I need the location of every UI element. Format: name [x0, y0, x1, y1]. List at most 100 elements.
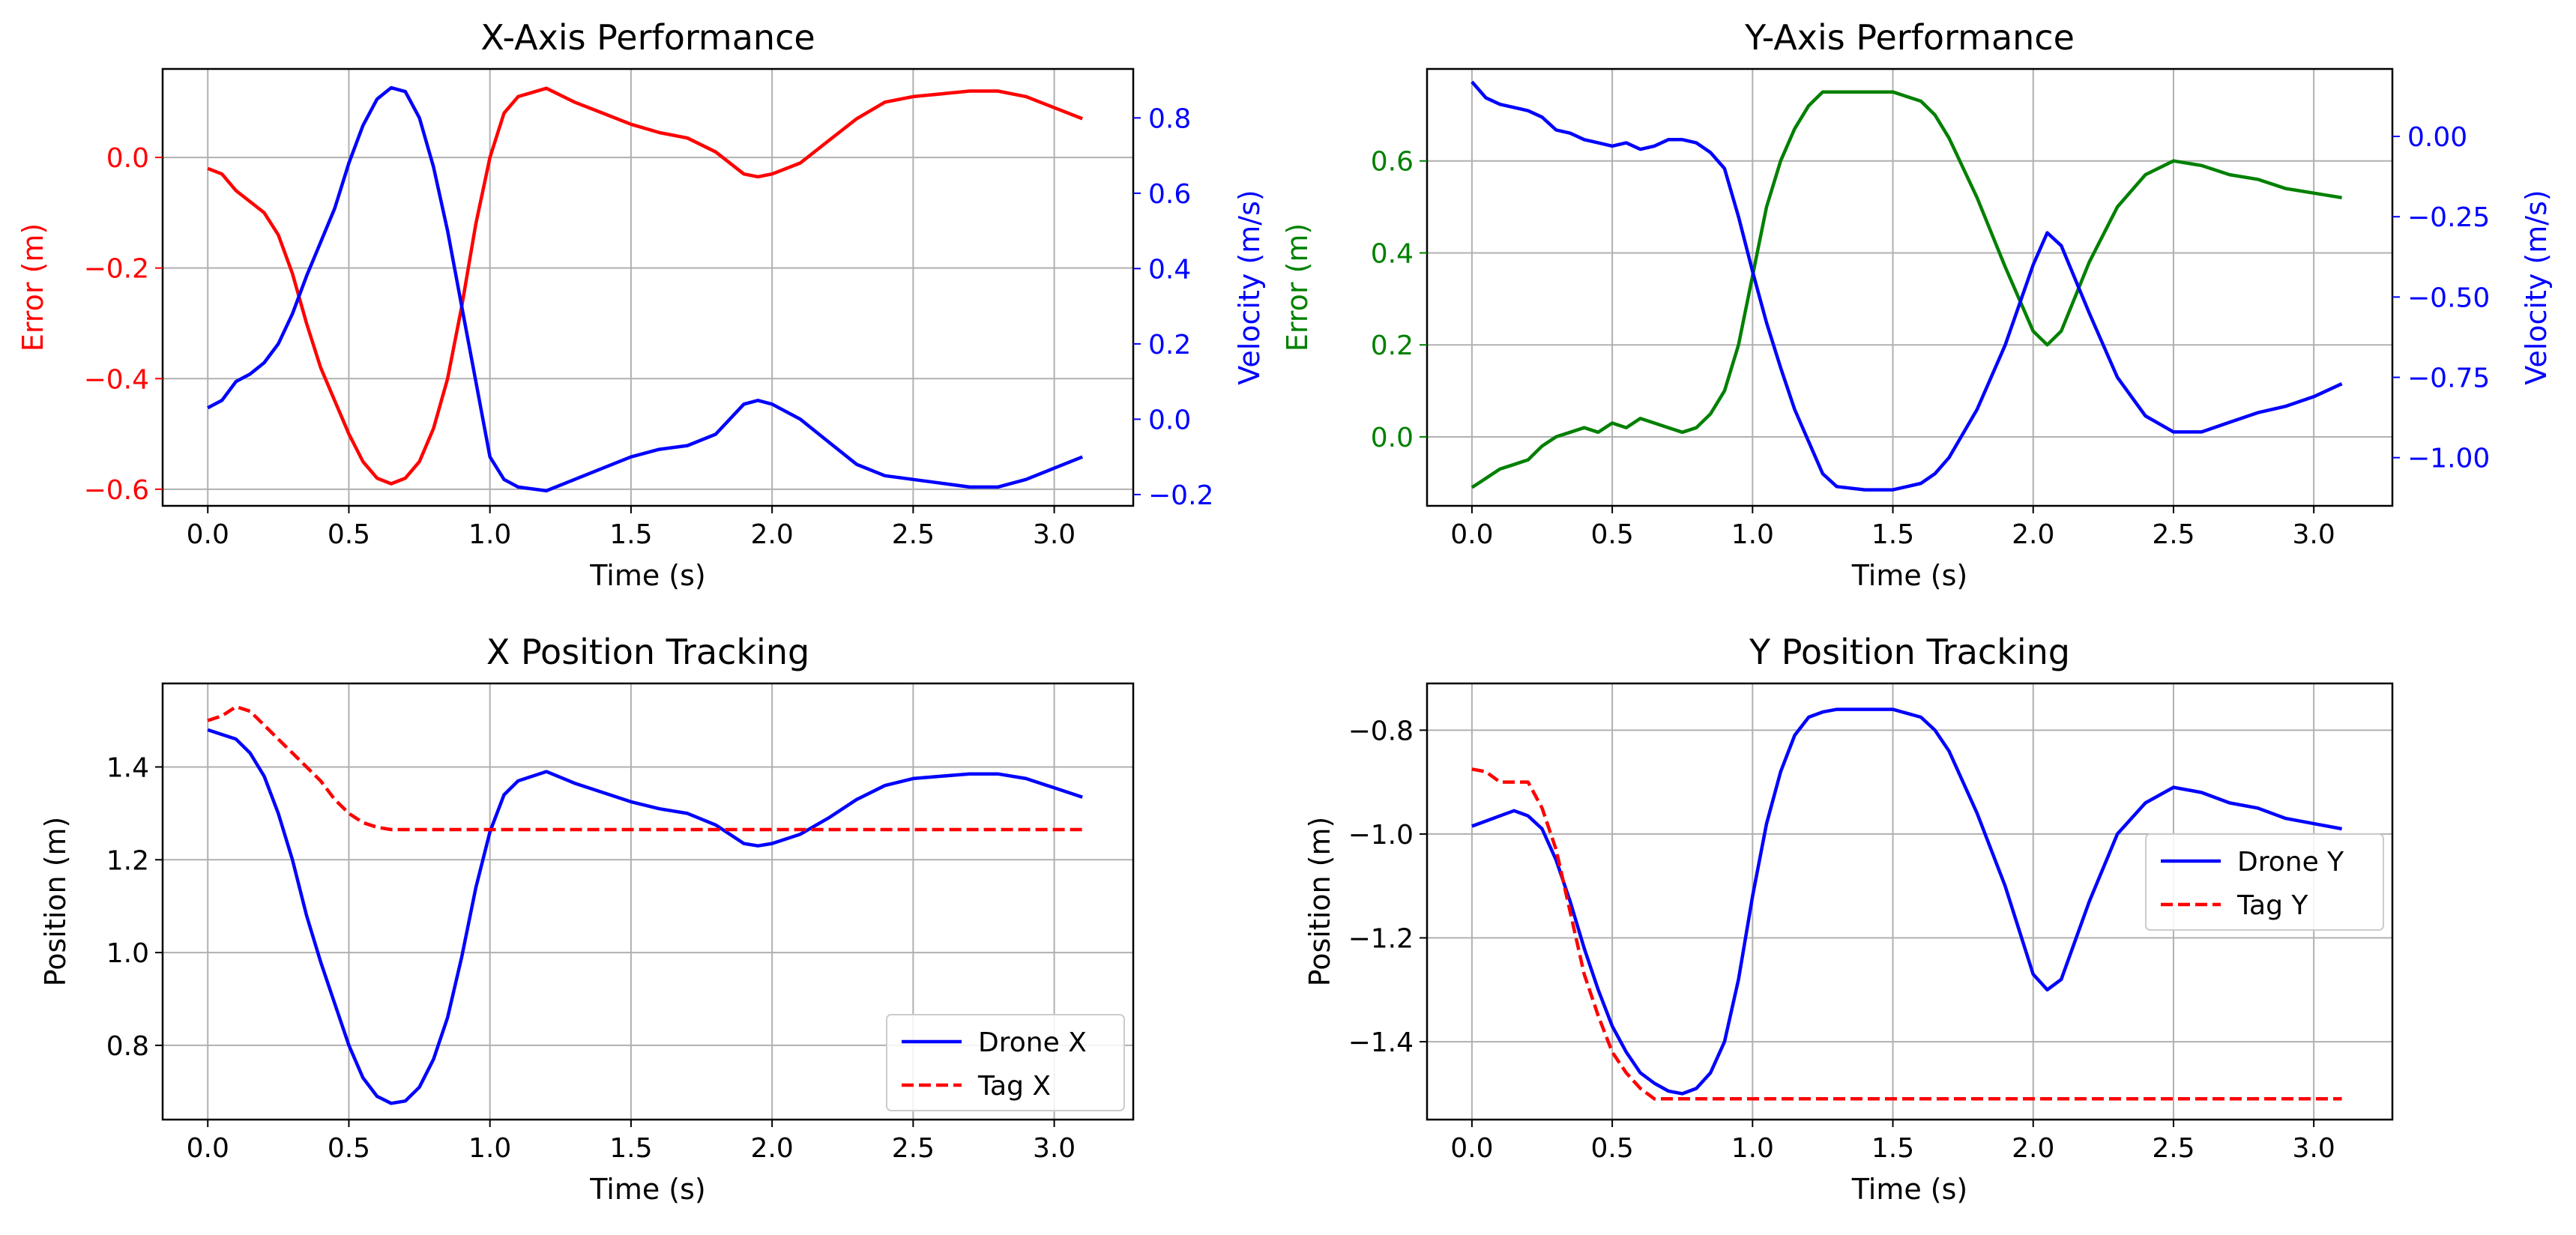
x-axis-label-y-axis-performance: Time (s) [1851, 559, 1968, 592]
legend-label-drone-x: Drone X [978, 1027, 1087, 1058]
y-right-tick-label-3: 0.4 [1148, 254, 1191, 285]
chart-title-y-position-tracking: Y Position Tracking [1749, 632, 2070, 672]
y-axis-label-x-position-tracking: Position (m) [39, 817, 72, 987]
x-tick-label-0: 0.0 [187, 1133, 229, 1164]
plot-frame-x-position-tracking [161, 682, 1135, 1121]
series-line-left-0 [1471, 90, 2342, 489]
series-line-right-1 [207, 85, 1084, 493]
series-y-axis-performance [1471, 80, 2343, 492]
series-line-left-0 [207, 86, 1084, 486]
y-right-tick-label-0: −1.00 [2407, 444, 2490, 474]
series-y-position-tracking [1471, 707, 2343, 1101]
y-left-tick-label-2: −0.2 [84, 254, 149, 285]
panel-y-position-tracking: 0.0 0.5 1.0 1.5 2.0 2.5 3.0 −1.4 −1.2 −1.0 −0.8 Y … [1303, 632, 2394, 1206]
x-tick-label-2: 1.0 [1731, 1133, 1774, 1164]
x-tick-label-3: 1.5 [1871, 519, 1914, 550]
y-left-tick-label-1: 0.2 [1371, 330, 1414, 361]
y-right-tick-label-4: 0.6 [1148, 179, 1191, 210]
x-axis-label-y-position-tracking: Time (s) [1851, 1173, 1968, 1206]
legend-y-position-tracking: Drone Y Tag Y [2145, 833, 2384, 931]
plot-frame-y-position-tracking [1426, 682, 2394, 1121]
y-axis-label-left-x-axis-performance: Error (m) [16, 223, 49, 351]
y-left-tick-label-3: 1.4 [106, 752, 149, 783]
ticks-y-position-tracking: 0.0 0.5 1.0 1.5 2.0 2.5 3.0 −1.4 −1.2 −1.0 −0.8 [1348, 716, 2335, 1164]
y-left-tick-label-2: 1.2 [106, 845, 149, 876]
y-right-tick-label-1: −0.75 [2407, 363, 2490, 394]
y-left-tick-label-1: −1.2 [1348, 924, 1414, 955]
x-tick-label-3: 1.5 [609, 519, 652, 550]
x-tick-label-1: 0.5 [328, 1133, 370, 1164]
ticks-x-axis-performance: 0.0 0.5 1.0 1.5 2.0 2.5 3.0 −0.6 −0.4 −0.2 0.0 −0.2… [84, 103, 1214, 550]
x-tick-label-3: 1.5 [609, 1133, 652, 1164]
series-x-axis-performance [207, 85, 1084, 493]
x-tick-label-2: 1.0 [468, 1133, 511, 1164]
ticks-x-position-tracking: 0.0 0.5 1.0 1.5 2.0 2.5 3.0 0.8 1.0 1.2 1.4 [106, 752, 1076, 1164]
y-left-tick-label-0: 0.0 [1371, 423, 1414, 453]
y-right-tick-label-5: 0.8 [1148, 103, 1191, 134]
plot-frame-x-axis-performance [161, 67, 1135, 507]
series-line-right-1 [1471, 80, 2343, 492]
series-x-position-tracking [207, 704, 1083, 1105]
x-tick-label-4: 2.0 [2012, 519, 2054, 550]
x-axis-label-x-position-tracking: Time (s) [589, 1173, 706, 1206]
x-tick-label-3: 1.5 [1871, 1133, 1914, 1164]
grid-y-axis-performance [1427, 69, 2392, 506]
y-right-tick-label-1: 0.0 [1148, 405, 1191, 435]
x-tick-label-1: 0.5 [1590, 519, 1633, 550]
x-tick-label-6: 3.0 [2293, 1133, 2335, 1164]
x-tick-label-5: 2.5 [892, 519, 935, 550]
y-axis-label-right-y-axis-performance: Velocity (m/s) [2520, 190, 2553, 384]
y-left-tick-label-0: −1.4 [1348, 1027, 1414, 1058]
y-right-tick-label-3: −0.25 [2407, 202, 2490, 233]
x-tick-label-5: 2.5 [2152, 1133, 2195, 1164]
y-axis-label-right-x-axis-performance: Velocity (m/s) [1233, 190, 1266, 384]
x-tick-label-6: 3.0 [2293, 519, 2335, 550]
x-tick-label-6: 3.0 [1033, 519, 1076, 550]
legend-x-position-tracking: Drone X Tag X [886, 1014, 1125, 1111]
y-left-tick-label-3: 0.6 [1371, 147, 1414, 178]
x-tick-label-4: 2.0 [2012, 1133, 2054, 1164]
x-tick-label-2: 1.0 [468, 519, 511, 550]
x-tick-label-0: 0.0 [1450, 1133, 1493, 1164]
y-right-tick-label-2: −0.50 [2407, 283, 2490, 313]
y-left-tick-label-1: 1.0 [106, 938, 149, 969]
y-right-tick-label-0: −0.2 [1148, 480, 1213, 511]
y-left-tick-label-1: −0.4 [84, 364, 149, 395]
panel-y-axis-performance: 0.0 0.5 1.0 1.5 2.0 2.5 3.0 0.0 0.2 0.4 0.6 −1.00 −0… [1281, 17, 2553, 592]
y-left-tick-label-3: −0.8 [1348, 716, 1414, 746]
y-axis-label-y-position-tracking: Position (m) [1303, 817, 1336, 987]
y-left-tick-label-3: 0.0 [106, 143, 149, 174]
x-tick-label-1: 0.5 [328, 519, 370, 550]
x-tick-label-5: 2.5 [892, 1133, 935, 1164]
x-tick-label-4: 2.0 [751, 519, 794, 550]
y-left-tick-label-2: −1.0 [1348, 820, 1414, 851]
x-tick-label-0: 0.0 [187, 519, 229, 550]
panel-x-axis-performance: 0.0 0.5 1.0 1.5 2.0 2.5 3.0 −0.6 −0.4 −0.2 0.0 −0.2… [16, 17, 1266, 592]
y-left-tick-label-2: 0.4 [1371, 238, 1414, 269]
grid-x-axis-performance [163, 69, 1133, 506]
series-line-drone-y [1471, 707, 2343, 1096]
chart-title-x-position-tracking: X Position Tracking [486, 632, 809, 672]
y-axis-label-left-y-axis-performance: Error (m) [1281, 223, 1314, 351]
ticks-y-axis-performance: 0.0 0.5 1.0 1.5 2.0 2.5 3.0 0.0 0.2 0.4 0.6 −1.00 −0… [1371, 122, 2491, 550]
series-line-tag-x [207, 704, 1083, 832]
x-tick-label-2: 1.0 [1731, 519, 1774, 550]
legend-label-drone-y: Drone Y [2237, 847, 2344, 878]
x-tick-label-5: 2.5 [2152, 519, 2195, 550]
plot-frame-y-axis-performance [1426, 67, 2394, 507]
legend-label-tag-y: Tag Y [2236, 890, 2308, 921]
y-left-tick-label-0: 0.8 [106, 1031, 149, 1062]
series-line-drone-x [207, 728, 1083, 1105]
x-tick-label-0: 0.0 [1450, 519, 1493, 550]
y-right-tick-label-4: 0.00 [2407, 122, 2467, 153]
x-axis-label-x-axis-performance: Time (s) [589, 559, 706, 592]
legend-label-tag-x: Tag X [977, 1071, 1051, 1102]
x-tick-label-6: 3.0 [1033, 1133, 1076, 1164]
y-left-tick-label-0: −0.6 [84, 475, 149, 506]
chart-title-x-axis-performance: X-Axis Performance [480, 17, 815, 58]
y-right-tick-label-2: 0.2 [1148, 330, 1191, 360]
x-tick-label-4: 2.0 [751, 1133, 794, 1164]
x-tick-label-1: 0.5 [1590, 1133, 1633, 1164]
